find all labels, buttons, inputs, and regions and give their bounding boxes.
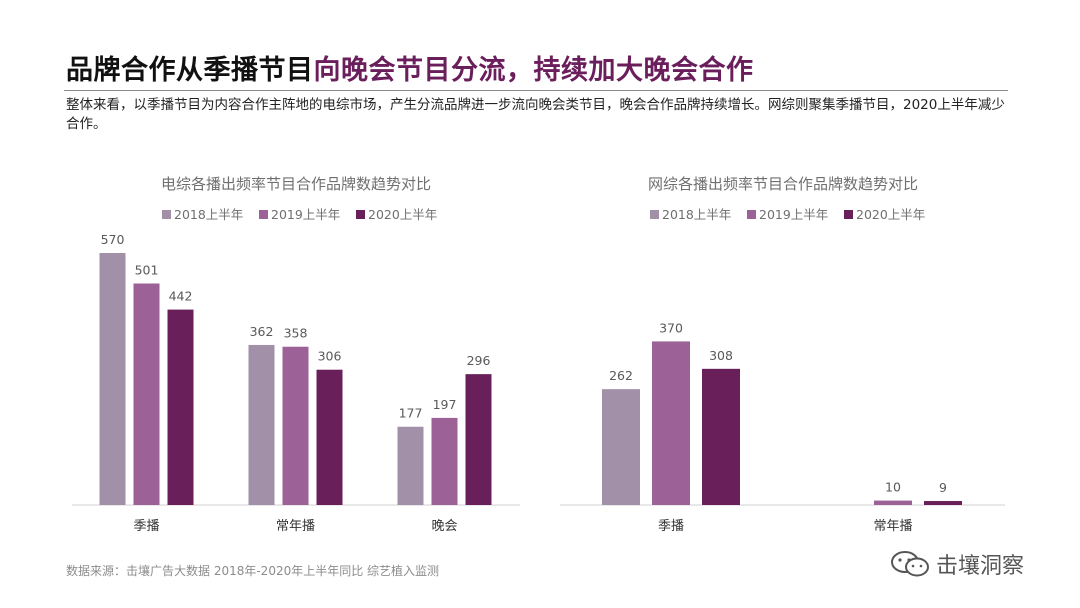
data-source-note: 数据来源：击壤广告大数据 2018年-2020年上半年同比 综艺植入监测 <box>66 564 440 578</box>
legend-swatch <box>259 210 268 219</box>
bar <box>316 369 343 505</box>
bar <box>248 344 275 505</box>
wechat-icon <box>891 551 929 577</box>
bar <box>431 417 458 505</box>
category-label: 季播 <box>658 519 684 534</box>
bar <box>874 500 912 505</box>
bar <box>924 501 962 505</box>
legend-label: 2018上半年 <box>174 207 243 222</box>
legend-swatch <box>844 210 853 219</box>
bar <box>702 368 740 505</box>
data-label: 177 <box>399 406 423 421</box>
category-label: 季播 <box>133 519 159 534</box>
data-label: 296 <box>467 353 491 368</box>
summary-text: 整体来看，以季播节目为内容合作主阵地的电综市场，产生分流品牌进一步流向晚会类节目… <box>66 97 1005 132</box>
category-label: 常年播 <box>276 519 315 534</box>
category-label: 常年播 <box>873 519 912 534</box>
category-label: 晚会 <box>431 519 457 534</box>
data-label: 501 <box>135 263 159 278</box>
title-divider <box>64 90 1008 91</box>
data-label: 308 <box>709 348 733 363</box>
chart-title: 网综各播出频率节目合作品牌数趋势对比 <box>648 175 918 193</box>
legend-label: 2020上半年 <box>856 207 925 222</box>
legend-label: 2018上半年 <box>662 207 731 222</box>
data-label: 358 <box>284 326 308 341</box>
legend-swatch <box>162 210 171 219</box>
data-label: 262 <box>609 368 633 383</box>
legend-label: 2019上半年 <box>271 207 340 222</box>
bar <box>167 309 194 505</box>
tv-variety-chart: 电综各播出频率节目合作品牌数趋势对比 2018上半年 2019上半年 2020上半年 5… <box>72 175 520 534</box>
bar <box>465 374 492 505</box>
legend-swatch <box>356 210 365 219</box>
legend-label: 2020上半年 <box>368 207 437 222</box>
bar <box>99 253 126 505</box>
data-label: 442 <box>169 289 193 304</box>
legend-label: 2019上半年 <box>759 207 828 222</box>
bar <box>397 426 424 505</box>
bar <box>133 283 160 505</box>
data-label: 362 <box>250 324 274 339</box>
chart-title: 电综各播出频率节目合作品牌数趋势对比 <box>161 175 431 193</box>
watermark-text: 击壤洞察 <box>936 554 1025 579</box>
bar <box>652 341 690 505</box>
legend-swatch <box>650 210 659 219</box>
chart-1-root: 网综各播出频率节目合作品牌数趋势对比 2018上半年 2019上半年 2020上半年 2… <box>560 175 1005 534</box>
data-label: 370 <box>659 320 683 335</box>
title-part-2-highlight: 向晚会节目分流，持续加大晚会合作 <box>313 55 754 86</box>
title-part-1: 品牌合作从季播节目 <box>66 55 314 86</box>
data-label: 10 <box>885 480 901 495</box>
data-label: 197 <box>433 397 457 412</box>
page-title: 品牌合作从季播节目向晚会节目分流，持续加大晚会合作 <box>66 48 754 87</box>
data-label: 306 <box>318 349 342 364</box>
chart-0-root: 电综各播出频率节目合作品牌数趋势对比 2018上半年 2019上半年 2020上半年 5… <box>72 175 520 534</box>
bar <box>602 389 640 505</box>
data-label: 9 <box>939 480 947 495</box>
watermark: 击壤洞察 <box>890 548 1024 580</box>
data-label: 570 <box>101 232 125 247</box>
legend-swatch <box>747 210 756 219</box>
bar <box>282 346 309 505</box>
